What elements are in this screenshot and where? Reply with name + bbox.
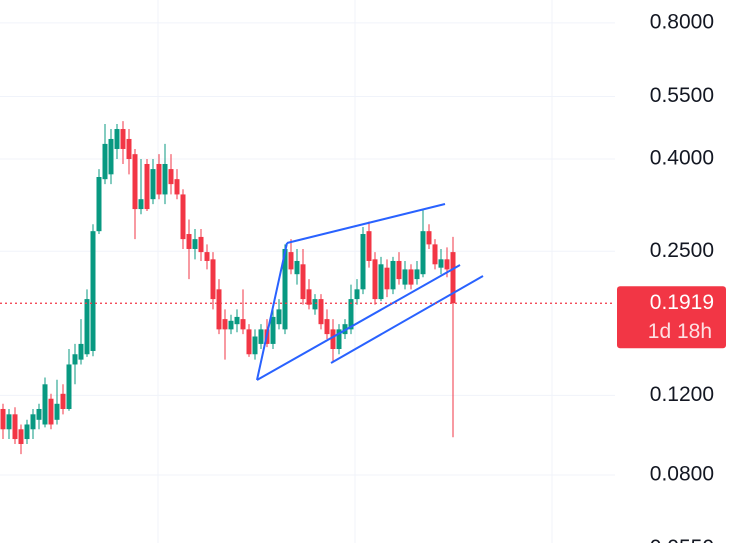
candle-body	[240, 319, 246, 330]
candle-body	[210, 259, 216, 300]
candle-body	[282, 248, 288, 330]
candle-body	[198, 236, 204, 253]
candle-body	[162, 163, 168, 195]
candle-body	[336, 329, 342, 350]
candle-body	[24, 424, 30, 440]
candle-body	[246, 329, 252, 355]
candle-body	[12, 414, 18, 440]
current-price-label: 0.1919	[650, 291, 714, 314]
candle-body	[54, 403, 60, 420]
candle-body	[78, 343, 84, 360]
candle-body	[150, 169, 156, 200]
current-price-box	[617, 286, 726, 349]
candle-body	[36, 408, 42, 420]
candle-body	[132, 154, 138, 210]
candle-body	[174, 179, 180, 195]
candle-body	[228, 320, 234, 330]
time-grid	[157, 0, 553, 543]
candle-body	[0, 408, 6, 430]
candle-body	[252, 336, 258, 355]
candle-body	[72, 354, 78, 365]
candle-body	[186, 234, 192, 249]
trendline	[256, 242, 288, 381]
candle-body	[60, 393, 66, 409]
countdown-label: 1d 18h	[648, 320, 712, 343]
y-tick-label: 0.0800	[650, 463, 714, 486]
y-tick-label: 0.2500	[650, 239, 714, 262]
candle-body	[426, 231, 432, 245]
trendline	[286, 203, 446, 244]
candle-body	[384, 267, 390, 290]
candle-body	[138, 199, 144, 210]
candle-body	[90, 231, 96, 351]
candle-body	[348, 299, 354, 330]
candle-body	[144, 163, 150, 210]
candle-body	[414, 269, 420, 280]
candle-body	[126, 138, 132, 160]
candle-body	[48, 398, 54, 425]
candle-body	[450, 252, 456, 304]
candle-body	[114, 129, 120, 149]
candle-body	[306, 289, 312, 305]
candle-body	[168, 169, 174, 185]
trendlines	[256, 203, 484, 381]
candle-body	[30, 414, 36, 430]
candle-body	[6, 414, 12, 430]
candle-body	[354, 289, 360, 300]
candle-body	[84, 299, 90, 355]
candle-body	[270, 316, 276, 344]
candle-body	[120, 129, 126, 149]
candle-body	[402, 269, 408, 285]
candle-body	[216, 289, 222, 330]
candle-body	[180, 194, 186, 240]
candle-body	[108, 138, 114, 175]
candle-body	[378, 264, 384, 300]
candle-body	[420, 231, 426, 275]
y-tick-label: 0.0550	[650, 536, 714, 543]
candle-body	[234, 316, 240, 325]
candle-body	[102, 143, 108, 180]
candle-body	[438, 259, 444, 268]
trendline	[330, 275, 484, 364]
y-tick-label: 0.8000	[650, 10, 714, 33]
candle-body	[360, 234, 366, 290]
candle-body	[192, 239, 198, 249]
candle-body	[312, 299, 318, 310]
candle-body	[444, 259, 450, 270]
y-tick-label: 0.4000	[650, 147, 714, 170]
candle-body	[42, 384, 48, 425]
candle-body	[288, 252, 294, 270]
candle-body	[330, 329, 336, 350]
candle-body	[222, 319, 228, 330]
candle-body	[324, 319, 330, 335]
y-tick-label: 0.5500	[650, 84, 714, 107]
candle-body	[66, 364, 72, 409]
candle-body	[390, 260, 396, 290]
y-tick-label: 0.1200	[650, 383, 714, 406]
candle-body	[204, 252, 210, 261]
candle-body	[408, 269, 414, 285]
candle-body	[432, 244, 438, 265]
candle-body	[294, 260, 300, 275]
candle-body	[258, 329, 264, 344]
candle-body	[366, 231, 372, 261]
candle-body	[318, 299, 324, 325]
trendline	[256, 264, 461, 381]
candle-body	[18, 429, 24, 445]
candle-body	[96, 176, 102, 232]
candle-body	[372, 259, 378, 300]
candle-body	[156, 163, 162, 195]
candle-body	[300, 264, 306, 300]
candle-body	[396, 260, 402, 280]
candle-body	[276, 309, 282, 325]
